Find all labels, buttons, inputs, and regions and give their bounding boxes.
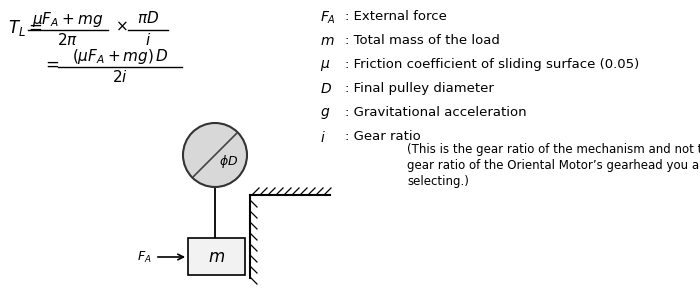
Text: : External force: : External force <box>345 10 447 23</box>
Text: : Friction coefficient of sliding surface (0.05): : Friction coefficient of sliding surfac… <box>345 58 639 71</box>
Text: selecting.): selecting.) <box>407 175 469 188</box>
Bar <box>188 238 245 275</box>
Text: : Gravitational acceleration: : Gravitational acceleration <box>345 106 526 119</box>
Circle shape <box>183 123 247 187</box>
Text: : Gear ratio: : Gear ratio <box>345 130 421 143</box>
Text: $g$: $g$ <box>320 106 330 121</box>
Text: $D$: $D$ <box>320 82 332 96</box>
Text: gear ratio of the Oriental Motor’s gearhead you are: gear ratio of the Oriental Motor’s gearh… <box>407 159 700 172</box>
Text: $m$: $m$ <box>320 34 335 48</box>
Text: $\mu$: $\mu$ <box>320 58 330 73</box>
Text: $i$: $i$ <box>320 130 326 145</box>
Text: $F_A$: $F_A$ <box>137 249 152 264</box>
Text: $\phi D$: $\phi D$ <box>219 153 238 169</box>
Text: $=$: $=$ <box>42 55 60 73</box>
Text: $m$: $m$ <box>208 247 225 266</box>
Text: $i$: $i$ <box>145 32 151 48</box>
Text: : Total mass of the load: : Total mass of the load <box>345 34 500 47</box>
Text: $\times$: $\times$ <box>115 18 127 33</box>
Text: $T_L=$: $T_L=$ <box>8 18 43 38</box>
Text: : Final pulley diameter: : Final pulley diameter <box>345 82 494 95</box>
Text: $2i$: $2i$ <box>112 69 128 85</box>
Text: $\pi D$: $\pi D$ <box>137 10 159 26</box>
Text: $\mu F_A + mg$: $\mu F_A + mg$ <box>32 10 104 29</box>
Text: $2\pi$: $2\pi$ <box>57 32 78 48</box>
Text: $(\mu F_A + mg)\,D$: $(\mu F_A + mg)\,D$ <box>71 47 169 66</box>
Text: $F_A$: $F_A$ <box>320 10 336 26</box>
Text: (This is the gear ratio of the mechanism and not the: (This is the gear ratio of the mechanism… <box>407 143 700 156</box>
